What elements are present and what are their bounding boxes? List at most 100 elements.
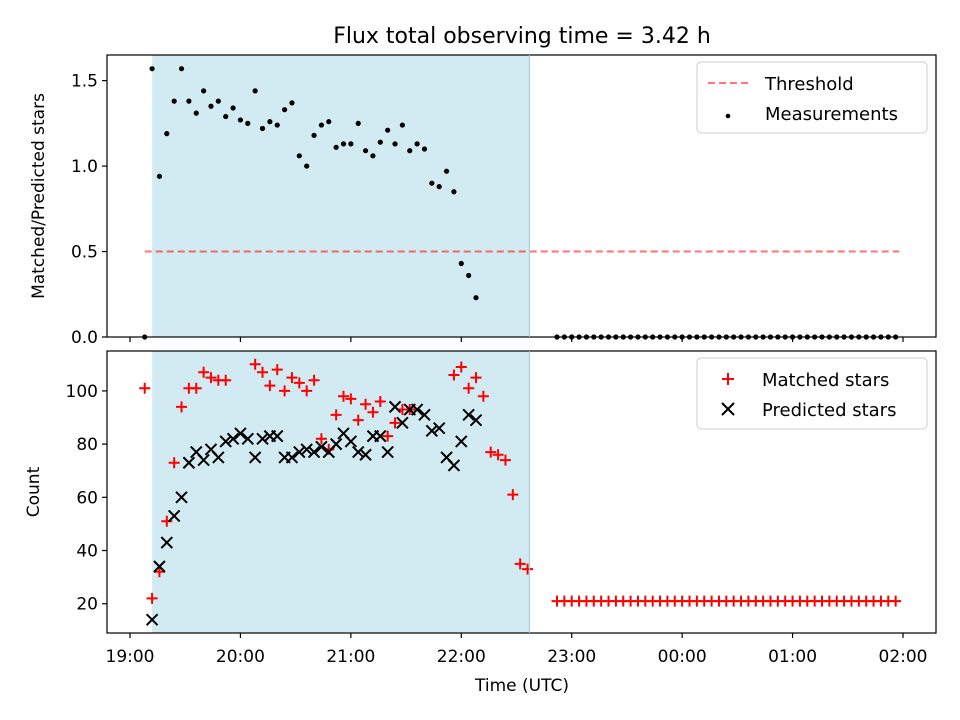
measurement-point <box>252 88 258 94</box>
matched-star-point <box>161 515 173 527</box>
measurement-point <box>282 107 288 113</box>
bottom-panel-y-ticks: 20 40 60 80 100 <box>66 382 107 615</box>
legend-matched-swatch <box>722 373 734 385</box>
predicted-star-point <box>182 456 196 469</box>
predicted-star-point <box>388 400 402 414</box>
legend-box <box>696 357 928 430</box>
measurement-point <box>178 66 185 72</box>
matched-star-point <box>477 390 489 402</box>
matched-star-point <box>367 406 379 418</box>
measurement-point <box>186 98 192 104</box>
predicted-star-point <box>226 432 240 445</box>
matched-star-point <box>374 396 386 408</box>
measurement-point <box>230 105 236 111</box>
measurement-point <box>311 132 317 138</box>
measurement-point <box>355 120 361 126</box>
y-tick-label: 80 <box>76 435 98 455</box>
predicted-star-point <box>315 440 328 453</box>
matched-star-point <box>448 369 460 381</box>
y-tick-label: 0.5 <box>71 243 98 263</box>
measurement-point <box>223 113 229 120</box>
measurement-point <box>370 153 376 159</box>
measurement-point <box>318 122 325 128</box>
measurement-point <box>156 173 163 179</box>
predicted-star-point <box>241 432 254 445</box>
matched-star-point <box>139 382 151 394</box>
matched-star-point <box>345 393 357 405</box>
measurement-point <box>296 153 302 159</box>
y-tick-label: 1.5 <box>71 72 98 92</box>
matched-star-point <box>463 382 475 394</box>
measurement-point <box>407 148 413 154</box>
matched-star-point <box>176 401 188 413</box>
predicted-star-point <box>329 437 343 451</box>
matched-star-point <box>198 366 210 378</box>
x-tick-label: 23:00 <box>547 647 596 667</box>
predicted-star-point <box>418 408 431 422</box>
top-panel-shaded-interval <box>152 55 530 337</box>
matched-star-point <box>264 380 276 392</box>
predicted-star-point <box>248 451 262 464</box>
predicted-star-point <box>344 435 358 448</box>
legend-matched-label: Matched stars <box>762 370 889 391</box>
predicted-star-point <box>212 451 225 464</box>
legend-measurements-label: Measurements <box>765 104 898 125</box>
measurement-point <box>267 119 273 125</box>
x-tick-label: 22:00 <box>437 647 486 667</box>
count-points <box>139 358 902 626</box>
x-tick-label: 21:00 <box>326 647 375 667</box>
predicted-star-point <box>381 445 394 459</box>
bottom-panel-ylabel: Count <box>24 466 44 517</box>
y-tick-label: 1.0 <box>71 157 98 177</box>
matched-star-point <box>301 385 313 397</box>
measurement-point <box>340 141 347 147</box>
matched-star-point <box>190 382 202 394</box>
predicted-star-point <box>462 408 475 422</box>
x-tick-label: 00:00 <box>658 647 707 667</box>
predicted-star-point <box>396 416 409 430</box>
matched-star-point <box>220 374 232 386</box>
predicted-star-point <box>271 429 284 443</box>
bottom-panel: 20 40 60 80 100 19:00 20:00 21:00 22:00 23:00 00:… <box>24 350 937 696</box>
matched-star-point <box>360 398 372 410</box>
matched-star-point <box>257 366 269 378</box>
measurement-points <box>142 66 899 340</box>
matched-star-point <box>286 372 298 384</box>
x-tick-label: 01:00 <box>768 647 817 667</box>
x-tick-label: 19:00 <box>106 647 155 667</box>
legend-measurements-swatch <box>725 113 731 119</box>
predicted-star-point <box>374 429 387 443</box>
measurement-point <box>304 163 310 169</box>
y-tick-label: 60 <box>76 488 98 508</box>
measurement-point <box>171 98 177 104</box>
predicted-star-point <box>153 560 166 573</box>
measurement-point <box>208 103 214 109</box>
predicted-star-point <box>160 536 174 549</box>
matched-star-point <box>522 563 534 575</box>
legend-predicted-label: Predicted stars <box>762 400 896 421</box>
predicted-star-point <box>425 424 439 438</box>
measurement-point <box>237 117 244 123</box>
predicted-star-point <box>293 445 306 459</box>
measurement-point <box>414 141 420 147</box>
matched-star-point <box>271 364 283 376</box>
predicted-star-point <box>447 459 461 472</box>
predicted-star-point <box>455 435 468 448</box>
bottom-panel-shaded-interval <box>152 351 530 633</box>
predicted-star-point <box>432 421 446 435</box>
measurement-point <box>201 88 207 94</box>
chart-title: Flux total observing time = 3.42 h <box>333 24 711 49</box>
measurement-point <box>259 125 266 132</box>
measurement-point <box>245 120 251 126</box>
legend-predicted-swatch <box>721 402 735 416</box>
top-panel: 0.0 0.5 1.0 1.5 Matched/Predicted stars Thr… <box>29 54 937 348</box>
top-panel-y-ticks: 0.0 0.5 1.0 1.5 <box>71 72 107 348</box>
matched-star-point <box>382 430 394 442</box>
predicted-star-point <box>167 509 181 523</box>
matched-star-point <box>293 377 305 389</box>
matched-star-point <box>315 433 327 445</box>
measurement-point <box>421 146 428 152</box>
predicted-star-point <box>145 613 159 626</box>
measurement-point <box>385 127 391 133</box>
